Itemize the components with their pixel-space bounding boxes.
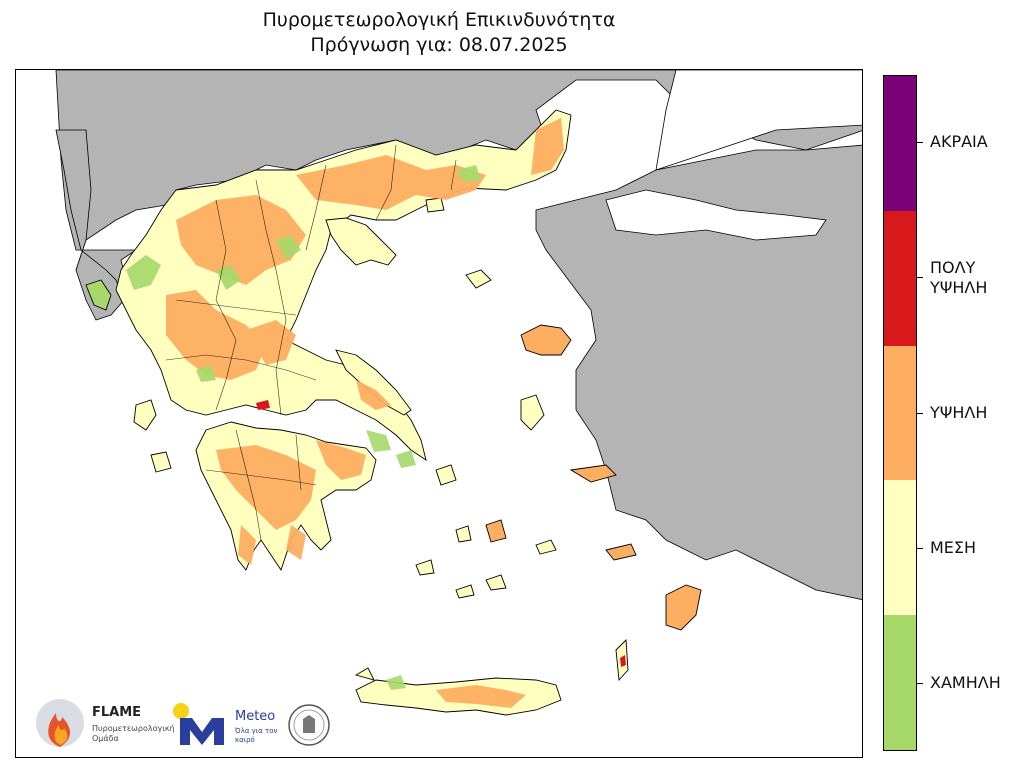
legend-label-extreme: ΑΚΡΑΙΑ [930, 132, 988, 151]
low-risk-zones [126, 165, 481, 690]
legend-label-high: ΥΨΗΛΗ [930, 403, 988, 422]
legend-label-very-high: ΠΟΛΥ ΥΨΗΛΗ [930, 258, 988, 297]
colorbar-tick [917, 413, 923, 414]
colorbar-tick [917, 277, 923, 278]
colorbar-segment-medium [884, 480, 916, 616]
title-line-2: Πρόγνωση για: 08.07.2025 [310, 34, 568, 56]
legend-label-medium: ΜΕΣΗ [930, 538, 977, 557]
colorbar-segment-low [884, 615, 916, 750]
meteo-logo-name: Meteo [235, 709, 276, 724]
institute-seal-icon [288, 704, 330, 746]
neighbor-land [55, 70, 862, 600]
risk-colorbar [883, 75, 917, 751]
map-title: Πυρομετεωρολογική Επικινδυνότητα Πρόγνωσ… [15, 8, 863, 58]
legend-label-low: ΧΑΜΗΛΗ [930, 673, 1001, 692]
flame-logo-subtitle: Πυρομετεωρολογική Ομάδα [92, 724, 175, 743]
meteo-logo-icon [173, 703, 224, 745]
greece-fire-risk-map [55, 70, 862, 716]
colorbar-segment-extreme [884, 76, 916, 211]
colorbar-segment-high [884, 345, 916, 481]
colorbar-tick [917, 142, 923, 143]
colorbar-segment-very-high [884, 210, 916, 346]
map-frame[interactable] [15, 69, 863, 758]
flame-logo-icon [36, 699, 84, 747]
logo-strip: FLAME Πυρομετεωρολογική Ομάδα Meteo Όλα … [32, 695, 352, 755]
high-risk-zones [166, 118, 564, 708]
title-line-1: Πυρομετεωρολογική Επικινδυνότητα [262, 9, 616, 31]
flame-logo-name: FLAME [92, 705, 142, 720]
regional-boundaries [165, 144, 457, 541]
colorbar-tick [917, 683, 923, 684]
inland-sea [605, 70, 862, 241]
very-high-risk-spots [256, 400, 626, 667]
meteo-logo-subtitle: Όλα για τον καιρό [235, 727, 278, 744]
colorbar-tick [917, 548, 923, 549]
